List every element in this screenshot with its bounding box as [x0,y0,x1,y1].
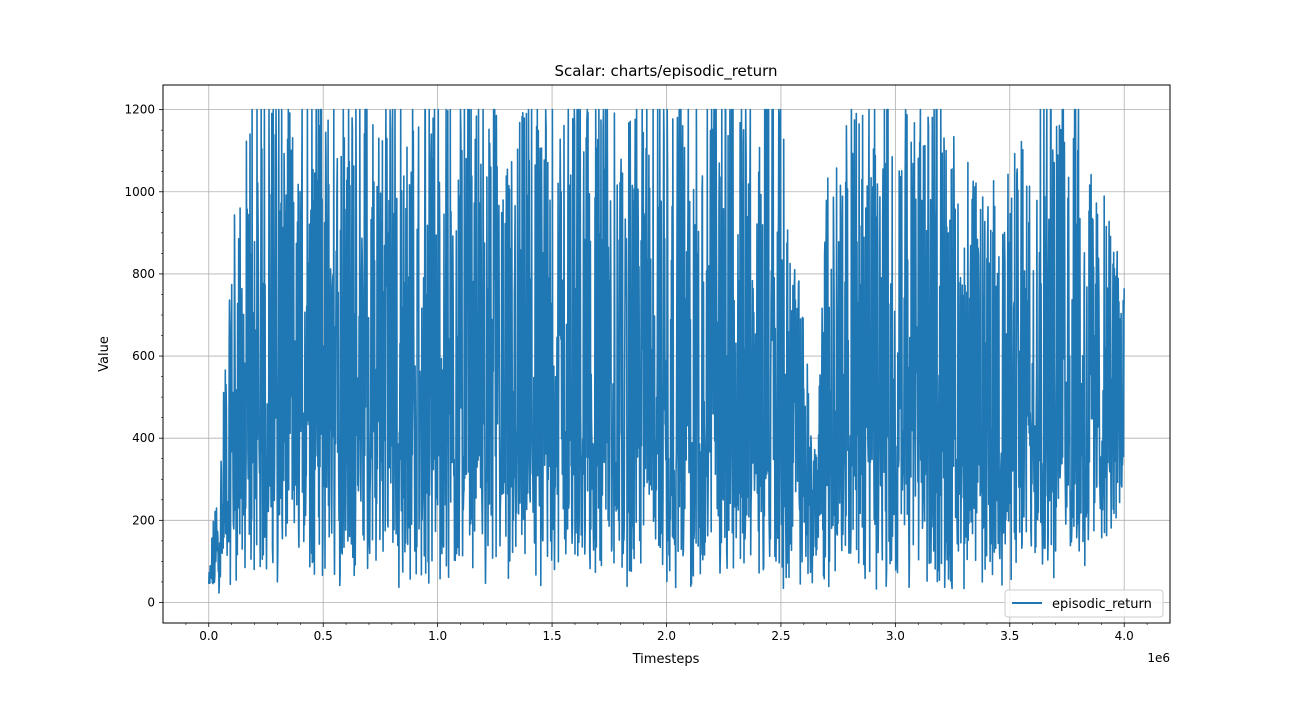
x-axis-label: Timesteps [632,652,700,667]
legend: episodic_return [1004,589,1164,618]
x-tick-label: 3.5 [1000,629,1019,643]
x-tick-label: 2.5 [771,629,790,643]
x-axis-ticks: 0.0 0.5 1.0 1.5 2.0 2.5 3.0 3.5 4.0 [185,623,1148,643]
y-tick-label: 800 [132,267,155,281]
x-tick-label: 2.0 [657,629,676,643]
y-tick-label: 400 [132,431,155,445]
x-tick-label: 1.0 [428,629,447,643]
series-line-episodic-return [208,108,1125,594]
y-tick-label: 200 [132,513,155,527]
series-layer [208,108,1125,594]
legend-label: episodic_return [1052,597,1152,612]
x-axis-offset-label: 1e6 [1147,651,1170,665]
x-tick-label: 1.5 [543,629,562,643]
y-axis-ticks: 0 200 400 600 800 1000 1200 [124,103,163,609]
chart-title: Scalar: charts/episodic_return [554,62,777,81]
x-tick-label: 0.0 [199,629,218,643]
y-tick-label: 0 [147,595,155,609]
y-tick-label: 1200 [124,103,155,117]
y-tick-label: 1000 [124,185,155,199]
x-tick-label: 0.5 [314,629,333,643]
y-tick-label: 600 [132,349,155,363]
x-tick-label: 4.0 [1115,629,1134,643]
y-axis-label: Value [97,336,112,372]
legend-box [1004,589,1164,618]
x-tick-label: 3.0 [886,629,905,643]
